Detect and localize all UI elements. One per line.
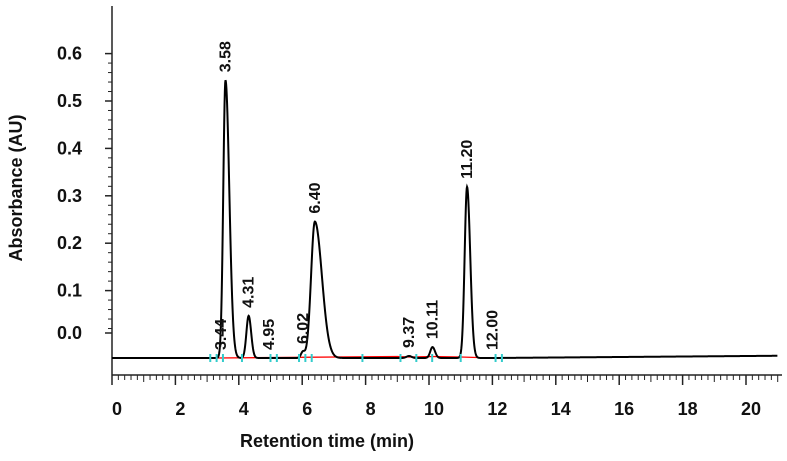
trace-layer [112, 79, 778, 359]
baseline-segments [216, 355, 493, 359]
peak-label: 3.44 [213, 319, 230, 350]
x-tick-label: 8 [366, 399, 376, 419]
x-tick-label: 6 [302, 399, 312, 419]
x-tick-label: 4 [239, 399, 249, 419]
peak-label: 4.95 [261, 319, 278, 350]
y-tick-label: 0.1 [57, 281, 82, 301]
y-tick-label: 0.5 [57, 91, 82, 111]
x-tick-label: 12 [487, 399, 507, 419]
y-tick-label: 0.2 [57, 233, 82, 253]
baseline-layer [216, 355, 493, 359]
axes: 0.0 0.1 0.2 0.3 0.4 0.5 0.6 0 2 4 6 8 10 12 14 16 18 20 [57, 6, 782, 419]
x-tick-label: 16 [614, 399, 634, 419]
x-tick-label: 2 [175, 399, 185, 419]
x-tick-label: 14 [551, 399, 571, 419]
peak-label: 9.37 [401, 317, 418, 348]
y-tick-label: 0.3 [57, 186, 82, 206]
peak-label-layer: 3.44 3.58 4.314.95 6.02 6.40 9.37 10.11 11.20 12… [213, 41, 501, 350]
peak-label: 12.00 [484, 310, 501, 350]
peak-label: 3.58 [217, 41, 234, 72]
peak-label: 6.40 [307, 182, 324, 213]
peak-label: 10.11 [424, 300, 441, 339]
x-tick-label: 0 [112, 399, 122, 419]
x-tick-label: 18 [678, 399, 698, 419]
peak-label: 11.20 [459, 140, 476, 179]
x-tick-label: 10 [424, 399, 444, 419]
marker-layer [209, 354, 503, 362]
y-tick-label: 0.0 [57, 323, 82, 343]
y-tick-label: 0.4 [57, 138, 82, 158]
y-axis-title: Absorbance (AU) [6, 114, 26, 261]
peak-label: 6.02 [295, 313, 312, 344]
y-tick-label: 0.6 [57, 44, 82, 64]
peak-label: 4.31 [241, 277, 258, 308]
chromatogram-trace [112, 79, 778, 359]
x-tick-label: 20 [741, 399, 761, 419]
x-axis-title: Retention time (min) [240, 431, 414, 451]
